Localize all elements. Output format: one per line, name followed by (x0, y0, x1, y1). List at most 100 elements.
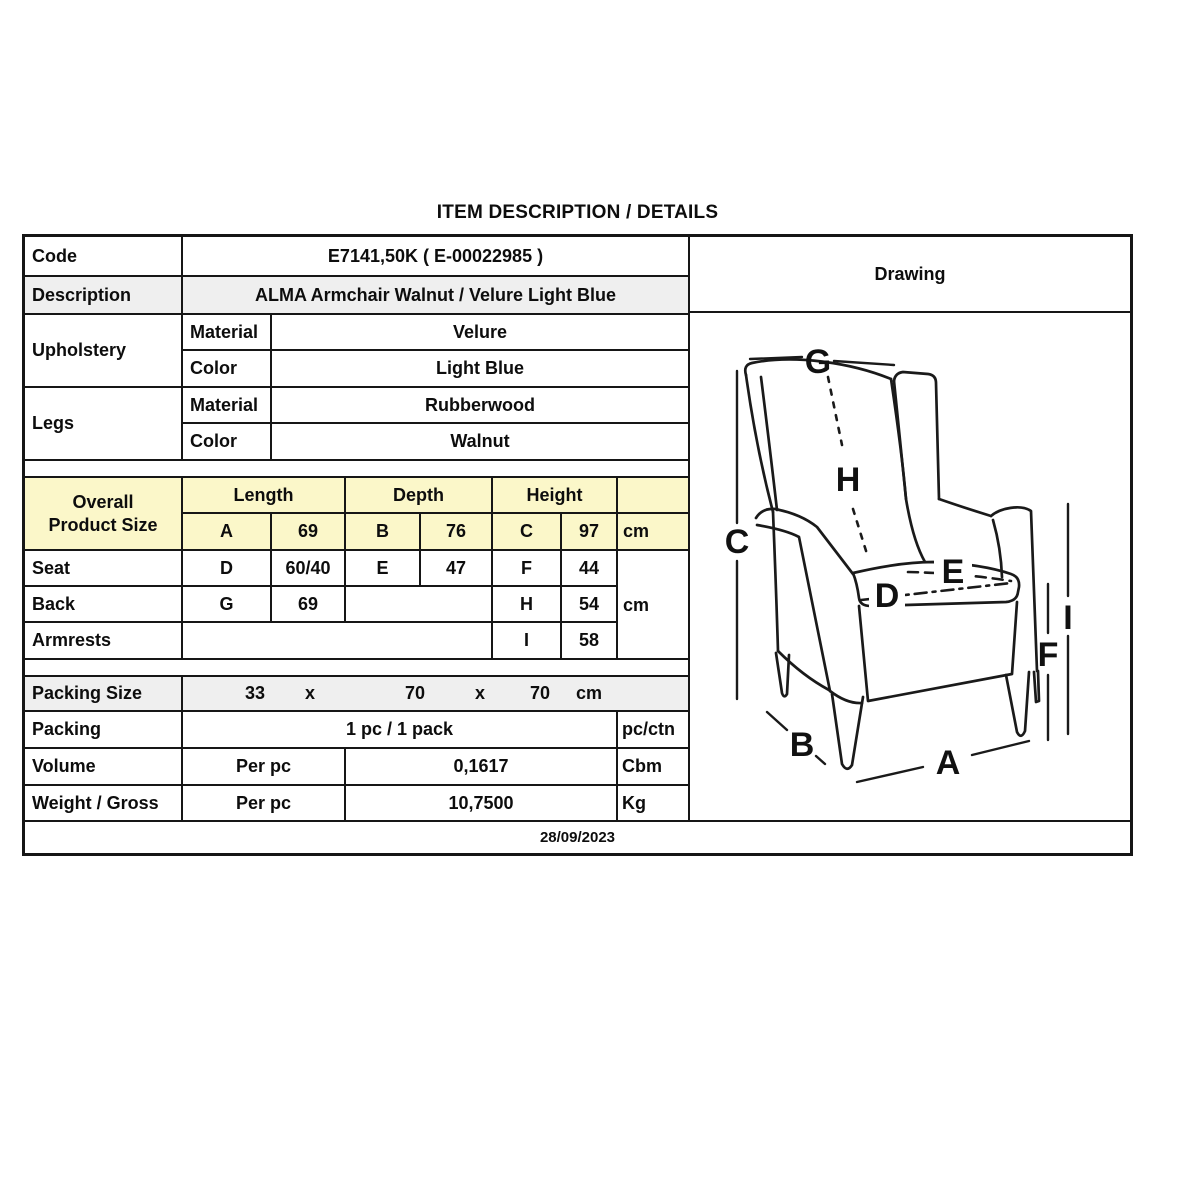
upholstery-color-label: Color (183, 351, 272, 388)
unit-header-empty (618, 478, 688, 514)
dim-h-value: 54 (562, 587, 618, 623)
packing-size-v1: 33 (244, 683, 266, 704)
packing-size-v3: 70 (529, 683, 551, 704)
packing-size-v2: 70 (404, 683, 426, 704)
spacer-row (25, 660, 688, 677)
packing-size-values: 33 x 70 x 70 cm (183, 677, 688, 712)
label-d-backing (869, 579, 905, 609)
dim-line-a (855, 739, 1031, 784)
dim-line-b (765, 710, 827, 766)
dim-label-i: I (1063, 599, 1072, 637)
packing-value: 1 pc / 1 pack (183, 712, 618, 749)
weight-value: 10,7500 (346, 786, 618, 822)
seat-label: Seat (25, 551, 183, 587)
spec-table-left: Code E7141,50K ( E-00022985 ) Descriptio… (25, 237, 690, 822)
overall-product-size-label: Overall Product Size (25, 478, 183, 551)
upholstery-color-value: Light Blue (272, 351, 688, 388)
dim-label-c: C (725, 523, 750, 561)
dim-b-key: B (346, 514, 421, 551)
front-right-leg (1004, 670, 1031, 738)
unit-span-filler (618, 551, 688, 587)
dim-line-g2 (832, 359, 896, 367)
dim-label-d: D (875, 577, 900, 615)
dim-e-value: 47 (421, 551, 493, 587)
code-value: E7141,50K ( E-00022985 ) (183, 237, 688, 277)
volume-label: Volume (25, 749, 183, 786)
dim-d-key: D (183, 551, 272, 587)
packing-size-label: Packing Size (25, 677, 183, 712)
drawing-header: Drawing (690, 237, 1130, 313)
weight-unit: Kg (618, 786, 688, 822)
legs-material-label: Material (183, 388, 272, 424)
dim-label-h: H (836, 461, 861, 499)
dim-a-key: A (183, 514, 272, 551)
armchair-diagram: G C H D E F I B A (725, 343, 1073, 784)
drawing-section: Drawing (690, 237, 1130, 822)
dim-h-key: H (493, 587, 562, 623)
dim-line-d (859, 581, 1013, 602)
dim-g-key: G (183, 587, 272, 623)
unit-span-filler (618, 587, 688, 623)
volume-value: 0,1617 (346, 749, 618, 786)
volume-unit: Cbm (618, 749, 688, 786)
upholstery-material-label: Material (183, 315, 272, 351)
legs-color-label: Color (183, 424, 272, 461)
description-label: Description (25, 277, 183, 315)
armchair-outline (743, 358, 1041, 771)
back-right-leg (1032, 669, 1041, 704)
front-left-leg (830, 692, 865, 771)
legs-material-value: Rubberwood (272, 388, 688, 424)
label-e-backing (934, 556, 972, 584)
back-depth-empty (346, 587, 493, 623)
spacer-row (25, 461, 688, 478)
dim-label-g: G (805, 343, 831, 381)
code-label: Code (25, 237, 183, 277)
armrests-empty (183, 623, 493, 660)
dim-label-f: F (1038, 636, 1059, 674)
legs-label: Legs (25, 388, 183, 461)
dim-f-value: 44 (562, 551, 618, 587)
packing-size-x1: x (304, 683, 316, 704)
weight-per: Per pc (183, 786, 346, 822)
dim-line-h (826, 375, 844, 447)
dim-g-value: 69 (272, 587, 346, 623)
dim-d-value: 60/40 (272, 551, 346, 587)
unit-span-filler (618, 623, 688, 660)
dim-label-b: B (790, 726, 815, 764)
dim-line-g (748, 355, 804, 361)
dim-i-value: 58 (562, 623, 618, 660)
length-header: Length (183, 478, 346, 514)
body-unit: cm (623, 595, 650, 616)
dim-b-value: 76 (421, 514, 493, 551)
spec-table: Code E7141,50K ( E-00022985 ) Descriptio… (22, 234, 1133, 856)
depth-header: Depth (346, 478, 493, 514)
height-header: Height (493, 478, 618, 514)
back-label: Back (25, 587, 183, 623)
weight-label: Weight / Gross (25, 786, 183, 822)
description-value: ALMA Armchair Walnut / Velure Light Blue (183, 277, 688, 315)
armrests-label: Armrests (25, 623, 183, 660)
packing-size-unit: cm (575, 683, 603, 704)
page-title: ITEM DESCRIPTION / DETAILS (436, 202, 719, 223)
volume-per: Per pc (183, 749, 346, 786)
dim-label-e: E (942, 553, 965, 591)
legs-color-value: Walnut (272, 424, 688, 461)
dim-label-a: A (936, 744, 961, 782)
back-left-leg (774, 651, 791, 698)
dim-a-value: 69 (272, 514, 346, 551)
drawing-canvas: G C H D E F I B A (690, 313, 1130, 822)
overall-unit: cm (618, 514, 688, 551)
dim-i-key: I (493, 623, 562, 660)
packing-label: Packing (25, 712, 183, 749)
dim-c-key: C (493, 514, 562, 551)
upholstery-label: Upholstery (25, 315, 183, 388)
packing-size-x2: x (474, 683, 486, 704)
dim-f-key: F (493, 551, 562, 587)
dim-c-value: 97 (562, 514, 618, 551)
upholstery-material-value: Velure (272, 315, 688, 351)
dim-e-key: E (346, 551, 421, 587)
dim-line-h2 (851, 507, 869, 556)
date-row: 28/09/2023 (539, 829, 616, 846)
packing-unit: pc/ctn (618, 712, 688, 749)
